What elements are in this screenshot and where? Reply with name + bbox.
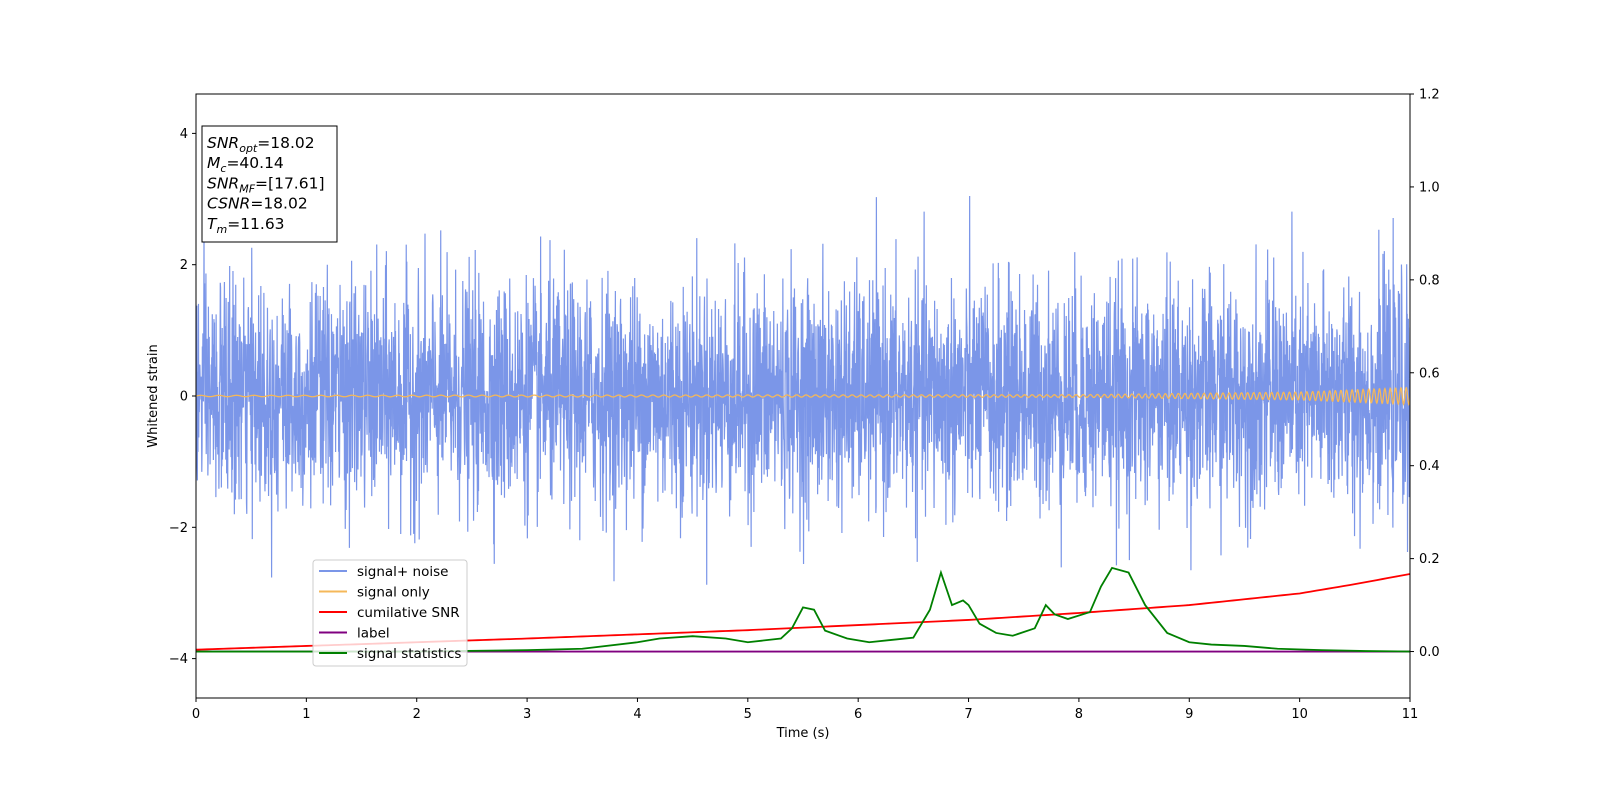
series-signal-statistics [196, 566, 1410, 653]
x-tick-label: 3 [523, 707, 531, 722]
y-right-tick-label: 0.4 [1419, 459, 1440, 474]
legend-label: label [357, 626, 390, 642]
series-signal-only [196, 386, 1410, 407]
annotation-line: Mc=40.14 [207, 154, 284, 175]
y-right-tick-label: 0.6 [1419, 366, 1440, 381]
x-tick-label: 0 [192, 707, 200, 722]
legend-label: signal+ noise [357, 564, 448, 580]
y-left-tick-label: 4 [180, 127, 188, 142]
annotation-box: SNRopt=18.02Mc=40.14SNRMF=[17.61]CSNR=18… [201, 125, 338, 243]
x-tick-label: 7 [964, 707, 972, 722]
legend: signal+ noise signal only cumilative SNR la… [312, 559, 468, 667]
annotation-line: Tm=11.63 [207, 215, 285, 236]
legend-label: cumilative SNR [357, 605, 460, 621]
x-tick-label: 5 [744, 707, 752, 722]
y-right-tick-label: 0.0 [1419, 645, 1440, 660]
annotation-line: SNRopt=18.02 [207, 134, 315, 155]
x-axis: 0 1 2 3 4 5 6 7 8 9 10 11 [192, 698, 1418, 722]
legend-frame [312, 559, 468, 667]
y-left-tick-label: 0 [180, 390, 188, 405]
x-tick-label: 8 [1075, 707, 1083, 722]
legend-label: signal only [357, 585, 430, 601]
y-right-tick-label: 0.8 [1419, 273, 1440, 288]
x-tick-label: 2 [413, 707, 421, 722]
y-left-tick-label: 2 [180, 258, 188, 273]
annotation-frame [201, 125, 338, 243]
x-tick-label: 1 [302, 707, 310, 722]
annotation-line: SNRMF=[17.61] [207, 174, 325, 195]
y-right-tick-label: 0.2 [1419, 552, 1440, 567]
x-axis-label: Time (s) [776, 726, 830, 741]
x-tick-label: 10 [1291, 707, 1308, 722]
y-axis-label: Whitened strain [146, 344, 161, 447]
y-right-tick-label: 1.2 [1419, 88, 1440, 103]
series-signal-plus-noise [196, 196, 1410, 585]
x-tick-label: 11 [1402, 707, 1419, 722]
annotation-line: CSNR=18.02 [207, 195, 308, 213]
y-right-tick-label: 1.0 [1419, 180, 1440, 195]
legend-label: signal statistics [357, 646, 461, 662]
y-left-tick-label: −2 [169, 521, 188, 536]
y-left-tick-label: −4 [169, 652, 188, 667]
y-axis-right: 0.0 0.2 0.4 0.6 0.8 1.0 1.2 [1410, 88, 1440, 660]
x-tick-label: 6 [854, 707, 862, 722]
x-tick-label: 4 [633, 707, 641, 722]
x-tick-label: 9 [1185, 707, 1193, 722]
y-axis-left: −4 −2 0 2 4 [169, 127, 196, 667]
